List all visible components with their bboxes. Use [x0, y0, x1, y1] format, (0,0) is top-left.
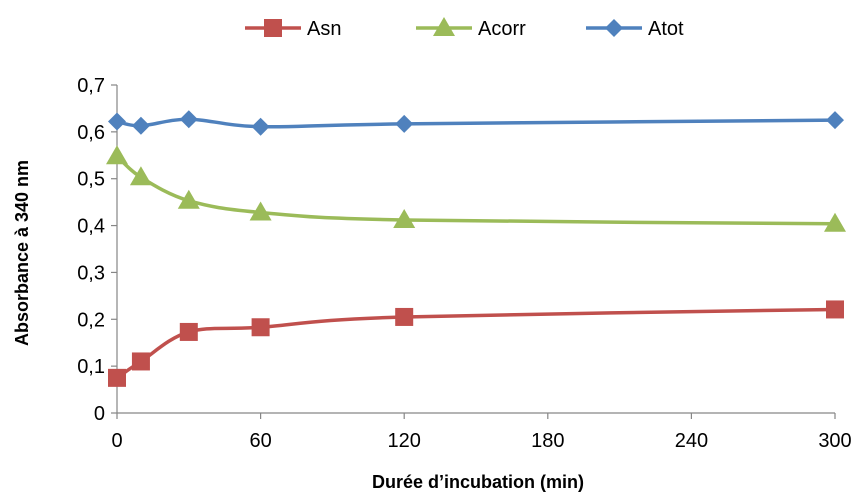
data-point: [106, 145, 128, 165]
y-tick-label: 0,6: [77, 122, 105, 144]
y-tick-label: 0,3: [77, 262, 105, 284]
y-tick-label: 0,2: [77, 309, 105, 331]
x-tick-label: 60: [249, 430, 271, 452]
series-atot: [108, 110, 844, 136]
data-point: [179, 322, 198, 341]
data-point: [826, 111, 844, 130]
legend-item-atot: Atot: [586, 18, 684, 40]
axes: [116, 85, 835, 414]
series-line: [115, 154, 837, 226]
data-point: [826, 300, 844, 319]
data-point: [824, 212, 846, 232]
legend-marker: [605, 19, 623, 37]
data-point: [108, 368, 126, 387]
series-line: [115, 117, 837, 129]
legend-marker: [433, 17, 455, 36]
y-axis-title: Absorbance à 340 nm: [12, 160, 32, 346]
data-point: [251, 318, 270, 337]
data-point: [395, 307, 414, 326]
data-point: [251, 117, 270, 136]
x-tick-label: 240: [675, 430, 708, 452]
y-axis-ticks: 0 0,1 0,2 0,3 0,4 0,5 0,6 0,7: [77, 75, 117, 425]
y-tick-label: 0,1: [77, 356, 105, 378]
data-point: [177, 189, 200, 209]
legend-marker: [264, 19, 282, 37]
x-axis-ticks: 0 60 120 180 240 300: [111, 413, 852, 452]
data-point: [131, 116, 150, 135]
legend-item-asn: Asn: [245, 18, 341, 40]
legend-item-acorr: Acorr: [416, 17, 526, 40]
series-acorr: [106, 145, 846, 232]
series-line: [115, 307, 837, 380]
x-tick-label: 120: [388, 430, 421, 452]
data-point: [179, 110, 198, 129]
y-tick-label: 0,7: [77, 75, 105, 97]
y-tick-label: 0: [94, 403, 105, 425]
y-tick-label: 0,5: [77, 169, 105, 191]
x-tick-label: 180: [531, 430, 564, 452]
series-layer: [106, 110, 846, 387]
data-point: [395, 114, 414, 133]
x-axis-title: Durée d’incubation (min): [372, 472, 584, 492]
x-tick-label: 300: [818, 430, 851, 452]
legend-label: Asn: [307, 18, 341, 40]
legend: Asn Acorr Atot: [245, 17, 684, 40]
data-point: [131, 352, 150, 371]
x-tick-label: 0: [111, 430, 122, 452]
data-point: [249, 201, 272, 221]
legend-label: Acorr: [478, 18, 526, 40]
data-point: [393, 208, 416, 228]
data-point: [129, 166, 152, 186]
series-asn: [108, 300, 844, 387]
y-tick-label: 0,4: [77, 216, 105, 238]
data-point: [108, 112, 126, 131]
legend-label: Atot: [648, 18, 684, 40]
